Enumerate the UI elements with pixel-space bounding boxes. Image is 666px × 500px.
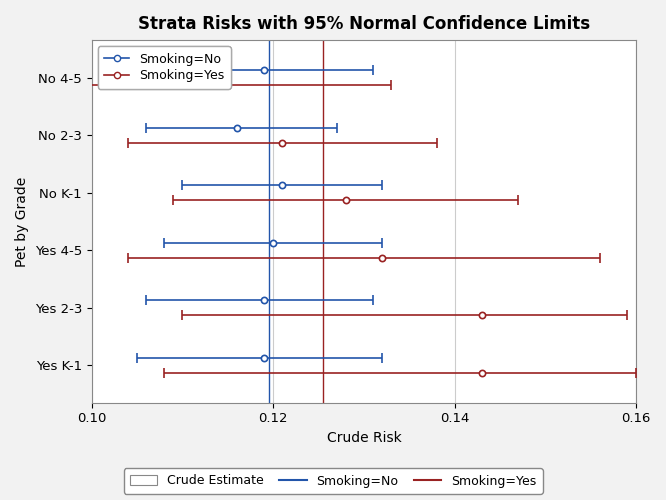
Title: Strata Risks with 95% Normal Confidence Limits: Strata Risks with 95% Normal Confidence … [138, 15, 590, 33]
Legend: Smoking=No, Smoking=Yes: Smoking=No, Smoking=Yes [98, 46, 230, 88]
X-axis label: Crude Risk: Crude Risk [326, 431, 402, 445]
Y-axis label: Pet by Grade: Pet by Grade [15, 176, 29, 266]
Legend: Crude Estimate, Smoking=No, Smoking=Yes: Crude Estimate, Smoking=No, Smoking=Yes [123, 468, 543, 494]
